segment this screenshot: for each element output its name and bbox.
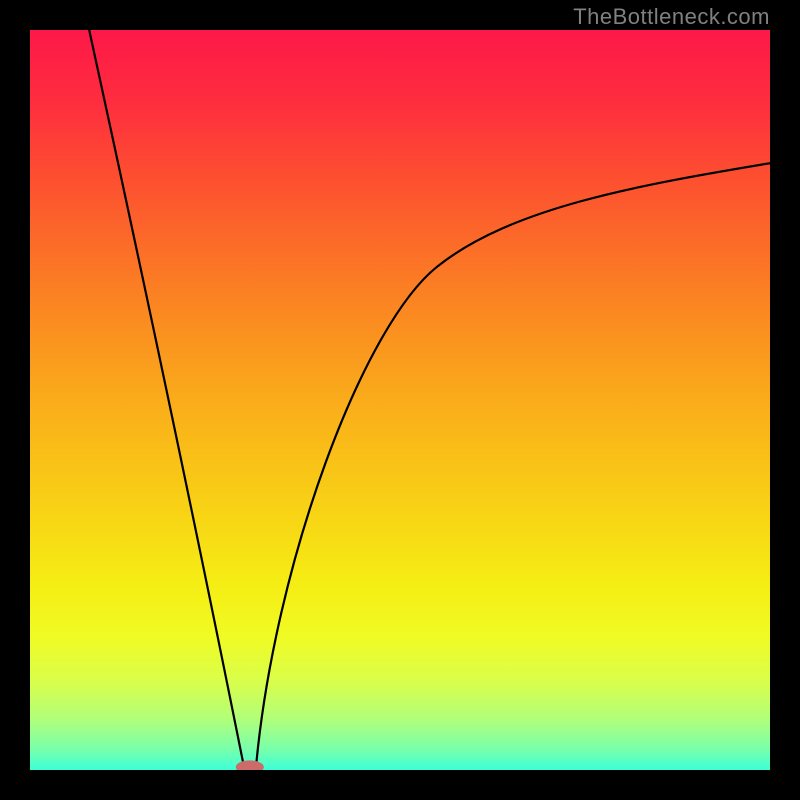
bottleneck-curve <box>30 30 770 770</box>
plot-area <box>30 30 770 770</box>
watermark-label: TheBottleneck.com <box>573 4 770 30</box>
